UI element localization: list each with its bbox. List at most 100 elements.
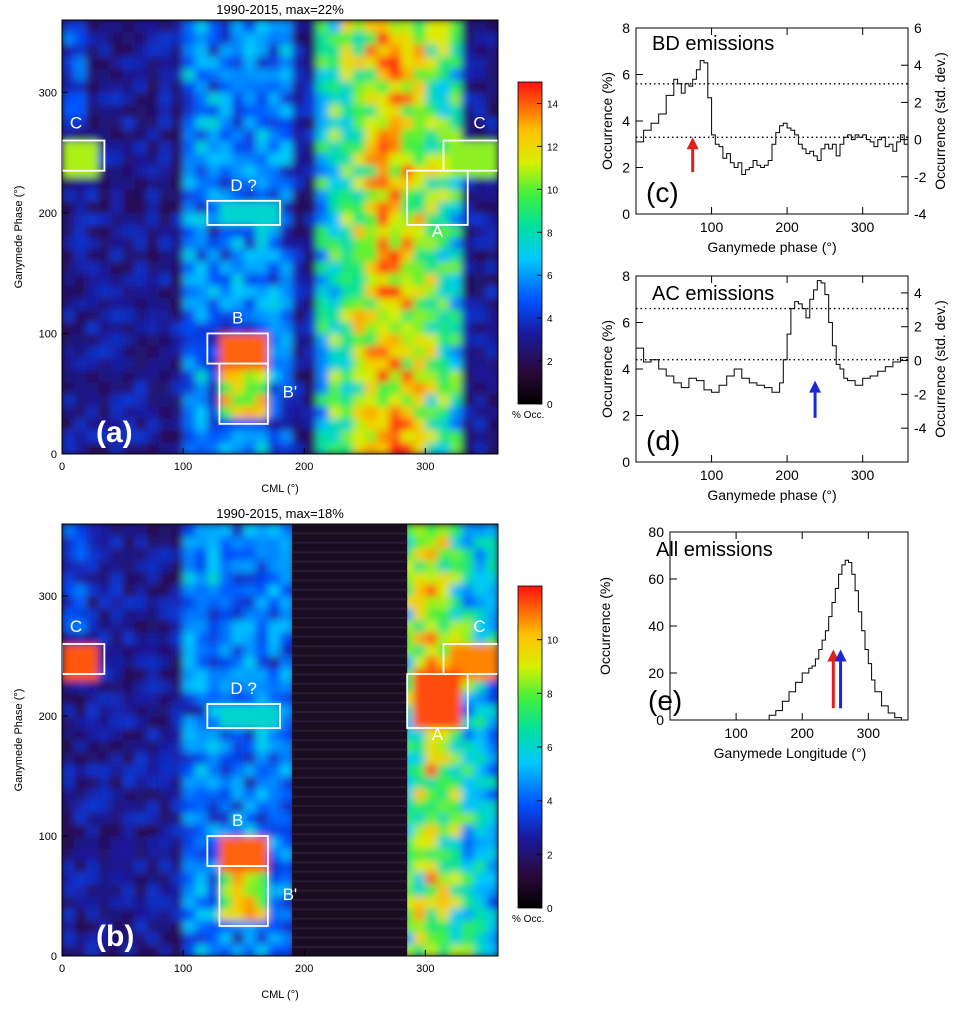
heatmap-cell bbox=[461, 333, 475, 347]
heatmap-cell bbox=[267, 848, 281, 861]
heatmap-cell bbox=[461, 429, 475, 443]
heatmap-cell bbox=[304, 393, 317, 407]
heatmap-cell bbox=[255, 200, 269, 214]
heatmap-cell bbox=[449, 608, 463, 621]
heatmap-cell bbox=[292, 212, 305, 226]
heatmap-cell bbox=[425, 345, 439, 359]
heatmap-cell bbox=[134, 728, 148, 741]
heatmap-cell bbox=[340, 369, 354, 383]
heatmap-cell bbox=[195, 381, 208, 395]
heatmap-cell bbox=[171, 176, 184, 190]
heatmap-cell bbox=[267, 668, 281, 681]
heatmap-cell bbox=[146, 536, 160, 549]
heatmap-cell bbox=[219, 584, 233, 597]
heatmap-cell bbox=[146, 381, 160, 395]
heatmap-cell bbox=[389, 429, 402, 443]
heatmap-cell bbox=[328, 381, 342, 395]
heatmap-cell bbox=[134, 297, 148, 310]
heatmap-cell bbox=[437, 393, 451, 407]
heatmap-cell bbox=[86, 116, 99, 130]
heatmap-cell bbox=[413, 836, 426, 849]
heatmap-cell bbox=[340, 429, 354, 443]
heatmap-cell bbox=[158, 321, 172, 335]
heatmap-cell bbox=[328, 333, 342, 347]
heatmap-cell bbox=[86, 812, 99, 825]
heatmap-cell bbox=[340, 32, 354, 45]
heatmap-cell bbox=[74, 20, 87, 33]
heatmap-cell bbox=[485, 572, 498, 585]
heatmap-cell bbox=[425, 524, 439, 537]
heatmap-cell bbox=[267, 764, 281, 777]
heatmap-cell bbox=[413, 584, 426, 597]
heatmap-cell bbox=[449, 381, 463, 395]
heatmap-cell bbox=[364, 140, 378, 154]
heatmap-cell bbox=[425, 560, 439, 573]
heatmap-cell bbox=[183, 429, 196, 443]
heatmap-cell bbox=[231, 249, 245, 262]
heatmap-cell bbox=[255, 297, 269, 310]
y-tick-label: 8 bbox=[622, 268, 630, 284]
heatmap-cell bbox=[110, 104, 124, 118]
heatmap-cell bbox=[122, 164, 136, 178]
heatmap-cell bbox=[183, 884, 196, 897]
heatmap-cell bbox=[255, 224, 269, 238]
heatmap-cell bbox=[171, 860, 184, 873]
heatmap-cell bbox=[267, 632, 281, 645]
heatmap-cell bbox=[401, 441, 414, 454]
heatmap-cell bbox=[207, 369, 221, 383]
heatmap-cell bbox=[401, 393, 414, 407]
heatmap-cell bbox=[219, 872, 233, 885]
colorbar-tick-label: 8 bbox=[547, 228, 553, 239]
heatmap-cell bbox=[473, 188, 487, 202]
heatmap-cell bbox=[267, 548, 281, 561]
heatmap-cell bbox=[243, 872, 257, 885]
heatmap-cell bbox=[437, 632, 451, 645]
heatmap-cell bbox=[461, 560, 475, 573]
heatmap-cell bbox=[207, 872, 221, 885]
heatmap-cell bbox=[376, 68, 390, 81]
heatmap-cell bbox=[243, 393, 257, 407]
occurrence-step-line bbox=[636, 280, 909, 393]
heatmap-cell bbox=[389, 44, 402, 57]
heatmap-cell bbox=[231, 812, 245, 825]
heatmap-cell bbox=[219, 104, 233, 118]
heatmap-cell bbox=[110, 309, 124, 322]
heatmap-cell bbox=[158, 932, 172, 945]
heatmap-cell bbox=[413, 345, 426, 359]
heatmap-cell bbox=[62, 872, 75, 885]
heatmap-cell bbox=[110, 429, 124, 443]
heatmap-cell bbox=[146, 285, 160, 298]
heatmap-cell bbox=[328, 32, 342, 45]
panel-c-ylabel-right: Occurrence (std. dev.) bbox=[932, 52, 948, 189]
heatmap-cell bbox=[122, 824, 136, 837]
heatmap-cell bbox=[86, 212, 99, 226]
heatmap-cell bbox=[158, 848, 172, 861]
heatmap-cell bbox=[280, 632, 293, 645]
heatmap-cell bbox=[449, 836, 463, 849]
heatmap-cell bbox=[449, 176, 463, 190]
heatmap-cell bbox=[74, 357, 87, 371]
heatmap-cell bbox=[328, 200, 342, 214]
heatmap-cell bbox=[485, 321, 498, 335]
heatmap-cell bbox=[171, 164, 184, 178]
heatmap-cell bbox=[389, 116, 402, 130]
heatmap-cell bbox=[74, 333, 87, 347]
heatmap-cell bbox=[134, 369, 148, 383]
heatmap-cell bbox=[413, 429, 426, 443]
heatmap-cell bbox=[231, 393, 245, 407]
heatmap-cell bbox=[171, 632, 184, 645]
heatmap-cell bbox=[219, 608, 233, 621]
heatmap-cell bbox=[316, 68, 330, 81]
heatmap-cell bbox=[146, 128, 160, 142]
heatmap-cell bbox=[219, 20, 233, 33]
heatmap-cell bbox=[98, 176, 112, 190]
heatmap-cell bbox=[280, 32, 293, 45]
heatmap-cell bbox=[231, 668, 245, 681]
heatmap-cell bbox=[74, 441, 87, 454]
heatmap-cell bbox=[267, 152, 281, 166]
heatmap-cell bbox=[352, 224, 366, 238]
heatmap-cell bbox=[364, 249, 378, 262]
heatmap-cell bbox=[207, 788, 221, 801]
heatmap-cell bbox=[171, 800, 184, 813]
heatmap-cell bbox=[243, 596, 257, 609]
